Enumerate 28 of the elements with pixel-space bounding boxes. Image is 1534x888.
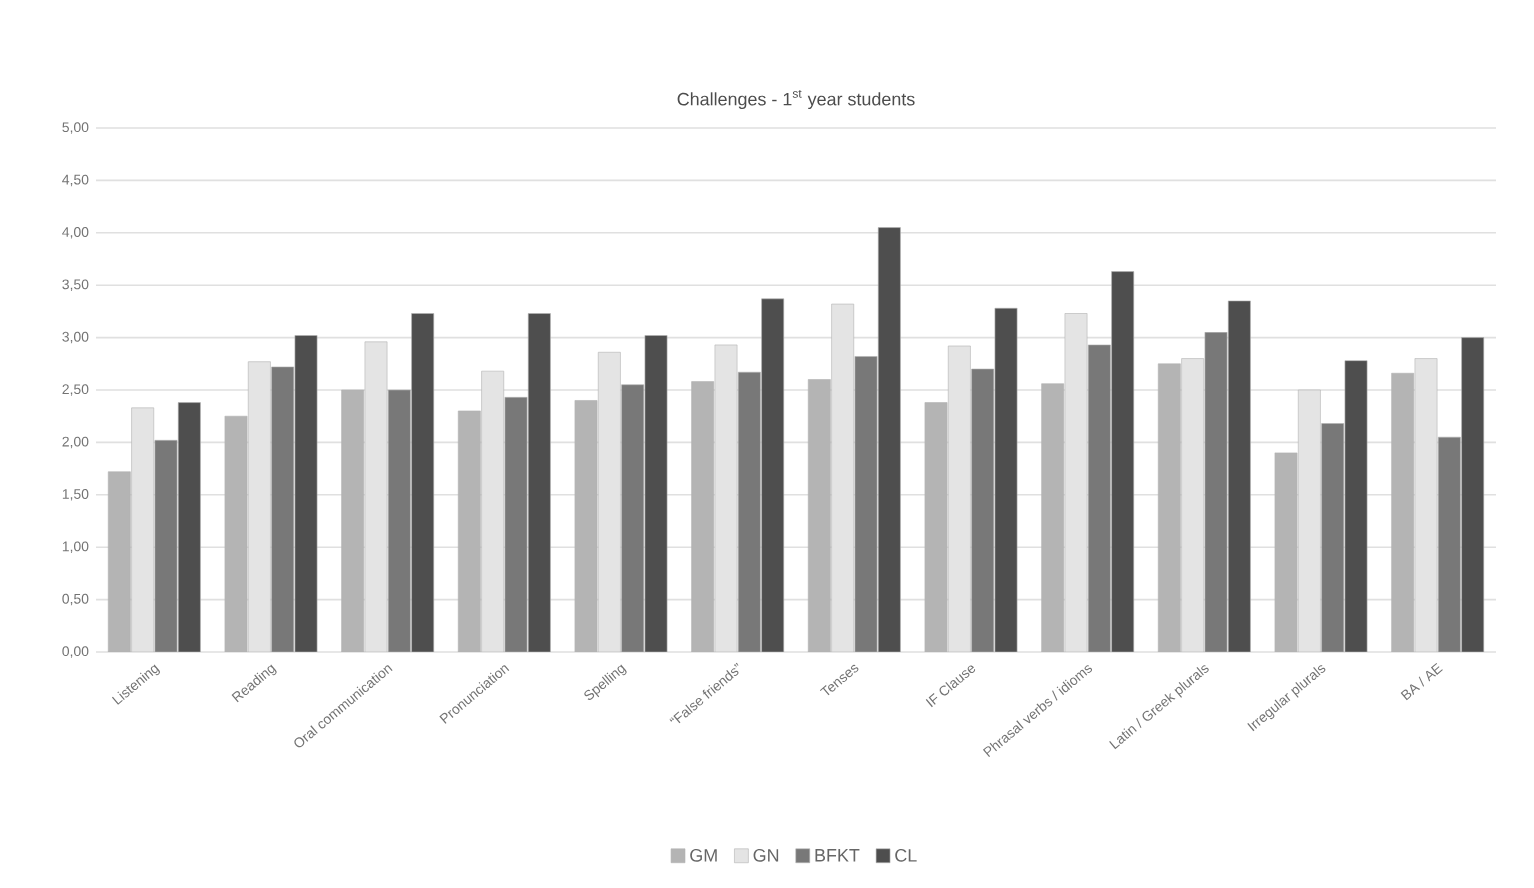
bar: [1228, 300, 1251, 652]
bar: [621, 384, 645, 652]
legend-label: BFKT: [815, 849, 860, 862]
legend-label: GN: [753, 849, 779, 862]
bar: [1087, 344, 1111, 652]
bar: [271, 366, 295, 652]
bar: [971, 368, 995, 652]
bar: [877, 227, 901, 652]
chart-title: Challenges - 1$^{st}$ year students: [677, 89, 915, 109]
bar: [1461, 337, 1485, 652]
bar: [504, 397, 528, 652]
bar: [644, 335, 668, 652]
legend-label: GM: [690, 849, 717, 862]
bar: [1204, 332, 1228, 652]
bar: [1111, 271, 1135, 652]
bar: [527, 313, 551, 652]
bar: [1344, 360, 1368, 652]
bar: [854, 356, 878, 652]
bar: [994, 307, 1018, 652]
bar: [737, 371, 761, 652]
bar: [1437, 436, 1461, 652]
bar: [294, 335, 318, 652]
legend-label: CL: [895, 849, 917, 862]
bar: [761, 298, 785, 652]
bar: [177, 402, 201, 652]
bar: [1321, 423, 1345, 652]
bar: [387, 389, 411, 652]
bar: [411, 313, 435, 652]
